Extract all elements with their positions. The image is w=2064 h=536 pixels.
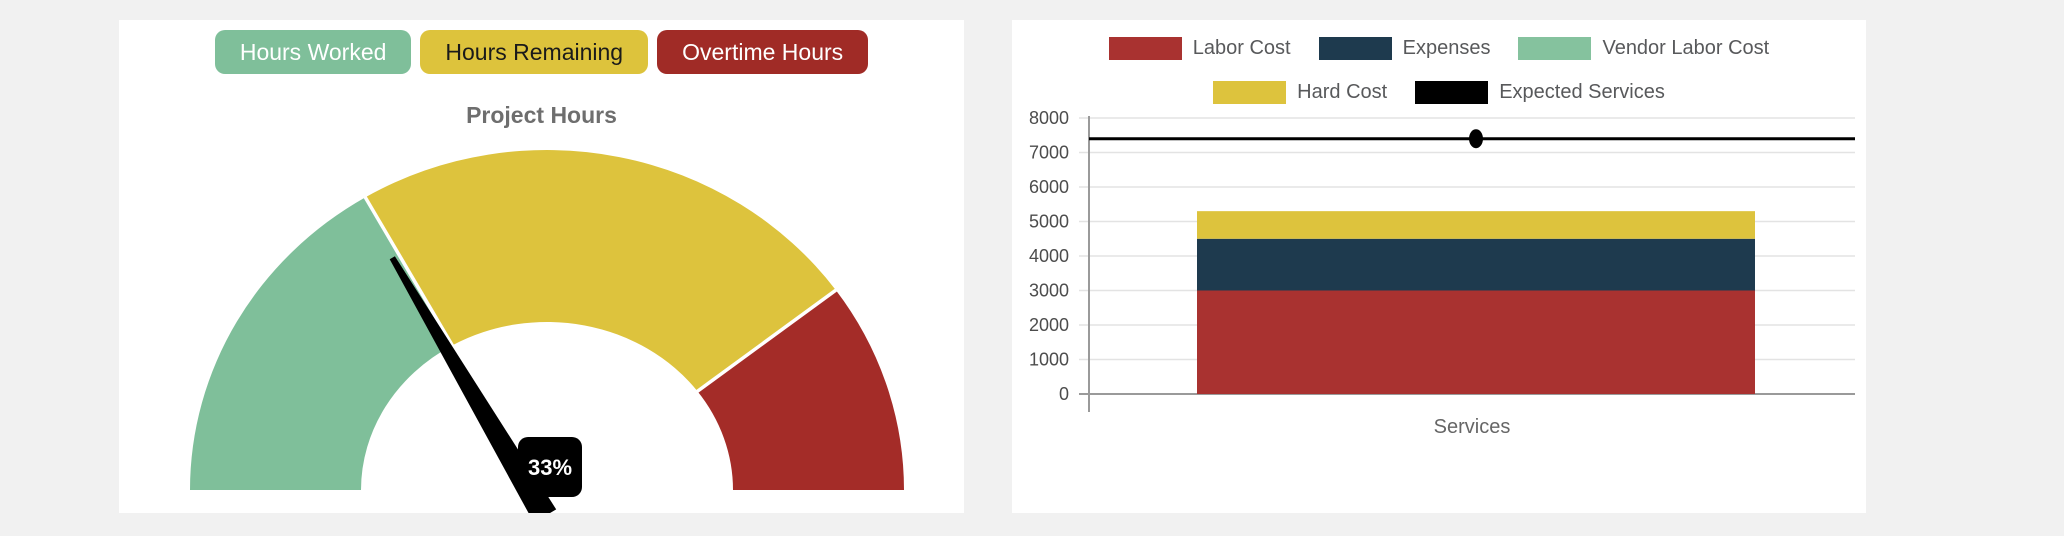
bar-legend-row-1: Labor Cost Expenses Vendor Labor Cost <box>1012 37 1866 60</box>
legend-item-hard-cost[interactable]: Hard Cost <box>1213 81 1387 104</box>
legend-swatch-expenses <box>1318 37 1392 60</box>
legend-button-overtime-hours[interactable]: Overtime Hours <box>657 30 869 74</box>
gauge-segment-hours-worked <box>190 197 453 490</box>
gauge-needle <box>389 256 557 513</box>
needle-value-badge <box>518 437 582 497</box>
legend-swatch-expected-services <box>1415 81 1489 104</box>
services-cost-chart: 0 1000 2000 3000 4000 5000 6000 7000 8000 Service… <box>1029 108 1855 438</box>
y-tick-label: 5000 <box>1029 212 1069 232</box>
legend-swatch-hard-cost <box>1213 81 1287 104</box>
y-tick-label: 4000 <box>1029 246 1069 266</box>
bar-segment-hard-cost <box>1197 211 1755 239</box>
needle-value-label: 33% <box>528 455 572 480</box>
gauge-segment-gap <box>693 286 841 396</box>
gauge-title: Project Hours <box>466 102 617 128</box>
legend-item-vendor-labor-cost[interactable]: Vendor Labor Cost <box>1518 37 1769 60</box>
services-cost-card: Labor Cost Expenses Vendor Labor Cost Hard… <box>1012 20 1866 513</box>
y-tick-label: 1000 <box>1029 350 1069 370</box>
y-tick-label: 8000 <box>1029 108 1069 128</box>
legend-label: Labor Cost <box>1192 37 1291 59</box>
legend-swatch-labor-cost <box>1108 37 1182 60</box>
legend-label: Expenses <box>1402 37 1491 59</box>
legend-button-hours-worked[interactable]: Hours Worked <box>214 30 412 74</box>
bar-legend-row-2: Hard Cost Expected Services <box>1012 81 1866 104</box>
expected-services-marker <box>1469 129 1483 149</box>
legend-label: Hard Cost <box>1297 81 1388 103</box>
x-axis-label: Services <box>1434 416 1511 438</box>
y-tick-label: 0 <box>1059 384 1069 404</box>
gauge-segment-hours-remaining <box>365 150 836 392</box>
y-tick-label: 7000 <box>1029 143 1069 163</box>
y-tick-label: 2000 <box>1029 315 1069 335</box>
bar-segment-labor-cost <box>1197 290 1755 394</box>
project-hours-gauge: 33% <box>190 150 904 513</box>
gauge-segment-gap <box>361 193 456 350</box>
y-tick-label: 6000 <box>1029 177 1069 197</box>
gauge-legend-row: Hours Worked Hours Remaining Overtime Hour… <box>119 30 964 74</box>
legend-swatch-vendor-labor-cost <box>1518 37 1592 60</box>
legend-item-labor-cost[interactable]: Labor Cost <box>1108 37 1291 60</box>
gauge-segment-overtime-hours <box>697 290 904 490</box>
legend-label: Expected Services <box>1499 81 1665 103</box>
legend-label: Vendor Labor Cost <box>1602 37 1770 59</box>
bar-segment-expenses <box>1197 238 1755 291</box>
project-hours-card: Hours Worked Hours Remaining Overtime Hour… <box>119 20 964 513</box>
y-tick-label: 3000 <box>1029 281 1069 301</box>
legend-button-hours-remaining[interactable]: Hours Remaining <box>420 30 649 74</box>
legend-item-expected-services[interactable]: Expected Services <box>1415 81 1665 104</box>
legend-item-expenses[interactable]: Expenses <box>1318 37 1491 60</box>
